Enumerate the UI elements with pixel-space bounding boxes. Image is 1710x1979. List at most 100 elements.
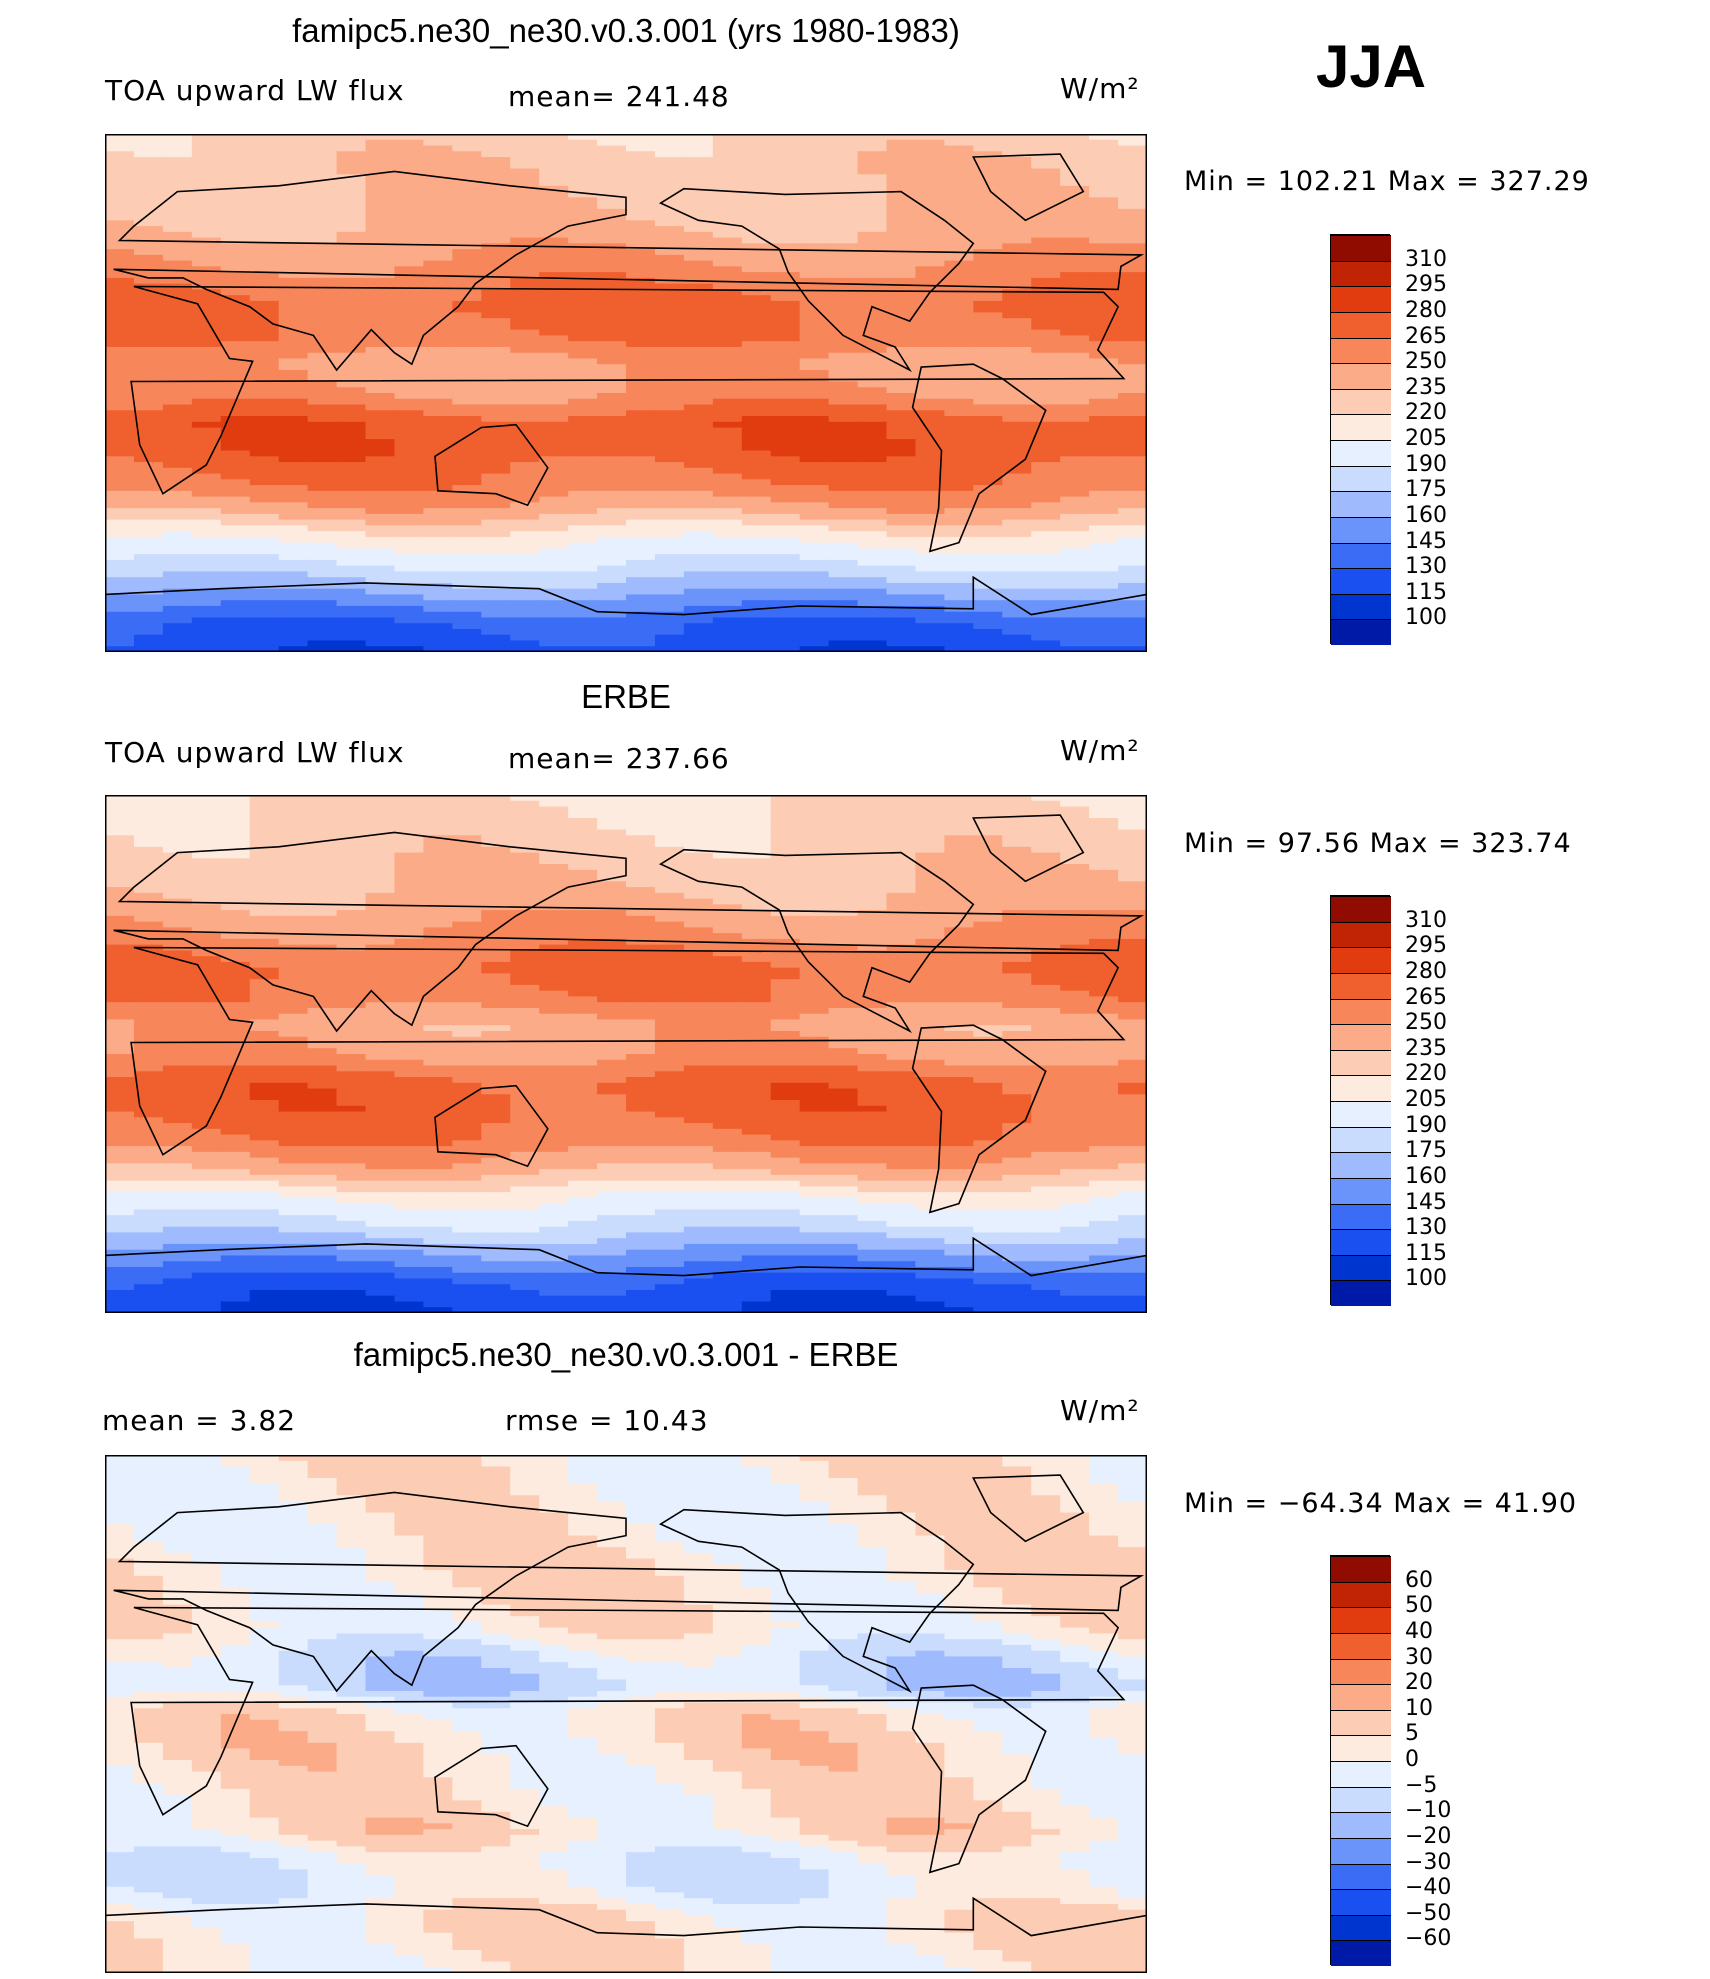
heatmap-cell — [539, 795, 569, 802]
heatmap-cell — [1089, 513, 1119, 521]
heatmap-cell — [307, 272, 338, 279]
heatmap-cell — [394, 881, 424, 888]
heatmap-cell — [683, 1002, 714, 1009]
heatmap-cell — [394, 266, 424, 273]
heatmap-cell — [654, 973, 685, 980]
heatmap-cell — [249, 231, 280, 239]
heatmap-cell — [510, 266, 540, 273]
heatmap-cell — [626, 525, 656, 532]
heatmap-cell — [307, 439, 338, 446]
heatmap-cell — [423, 548, 453, 555]
heatmap-cell — [394, 571, 424, 578]
heatmap-cell — [654, 892, 685, 900]
heatmap-cell — [597, 318, 627, 325]
heatmap-cell — [799, 829, 830, 836]
heatmap-cell — [1118, 260, 1147, 267]
heatmap-cell — [220, 473, 251, 480]
heatmap-cell — [162, 915, 193, 923]
heatmap-cell — [452, 996, 482, 1003]
heatmap-cell — [973, 594, 1003, 601]
heatmap-cell — [857, 892, 888, 900]
heatmap-cell — [1118, 1030, 1147, 1038]
heatmap-cell — [1002, 174, 1032, 181]
heatmap-cell — [828, 462, 859, 469]
heatmap-cell — [886, 220, 917, 227]
heatmap-cell — [1002, 875, 1032, 882]
heatmap-cell — [683, 479, 714, 486]
heatmap-cell — [278, 979, 309, 986]
heatmap-cell — [1031, 1007, 1061, 1015]
heatmap-cell — [915, 462, 945, 469]
heatmap-cell — [133, 806, 164, 813]
heatmap-cell — [915, 185, 945, 193]
heatmap-cell — [741, 1042, 772, 1049]
heatmap-cell — [423, 904, 453, 911]
heatmap-cell — [423, 531, 453, 538]
heatmap-cell — [770, 800, 801, 808]
heatmap-cell — [249, 208, 280, 216]
heatmap-cell — [828, 864, 859, 871]
colorbar-segment — [1331, 593, 1391, 620]
heatmap-cell — [336, 444, 367, 452]
heatmap-cell — [394, 1007, 424, 1015]
heatmap-cell — [162, 611, 193, 619]
heatmap-cell — [626, 565, 656, 573]
heatmap-cell — [683, 617, 714, 624]
heatmap-cell — [1089, 387, 1119, 394]
heatmap-cell — [278, 398, 309, 406]
heatmap-cell — [973, 502, 1003, 509]
heatmap-cell — [220, 404, 251, 411]
heatmap-cell — [770, 835, 801, 842]
heatmap-cell — [191, 444, 222, 452]
heatmap-cell — [133, 915, 164, 923]
heatmap-cell — [481, 869, 511, 877]
heatmap-cell — [365, 956, 396, 963]
heatmap-cell — [770, 640, 801, 647]
heatmap-cell — [539, 800, 569, 808]
heatmap-cell — [886, 473, 917, 480]
heatmap-cell — [539, 249, 569, 256]
heatmap-cell — [307, 364, 338, 371]
heatmap-cell — [973, 260, 1003, 267]
heatmap-cell — [133, 444, 164, 452]
heatmap-cell — [423, 588, 453, 596]
heatmap-cell — [828, 444, 859, 452]
heatmap-cell — [307, 485, 338, 492]
heatmap-cell — [105, 646, 135, 652]
heatmap-cell — [1031, 312, 1061, 319]
heatmap-cell — [278, 168, 309, 175]
heatmap-cell — [683, 398, 714, 406]
heatmap-cell — [770, 933, 801, 940]
heatmap-cell — [828, 174, 859, 181]
heatmap-cell — [770, 864, 801, 871]
heatmap-cell — [394, 605, 424, 613]
heatmap-cell — [394, 565, 424, 573]
heatmap-cell — [1060, 358, 1090, 365]
heatmap-cell — [1031, 427, 1061, 434]
heatmap-cell — [944, 427, 974, 434]
heatmap-cell — [915, 214, 945, 221]
heatmap-cell — [1031, 1030, 1061, 1038]
heatmap-cell — [133, 496, 164, 503]
heatmap-cell — [654, 352, 685, 360]
heatmap-cell — [133, 508, 164, 515]
heatmap-cell — [510, 1036, 540, 1044]
heatmap-cell — [1089, 427, 1119, 434]
heatmap-cell — [828, 858, 859, 865]
heatmap-cell — [626, 812, 656, 819]
heatmap-cell — [394, 956, 424, 963]
heatmap-cell — [394, 254, 424, 262]
heatmap-cell — [249, 548, 280, 555]
heatmap-cell — [162, 640, 193, 647]
heatmap-cell — [1089, 806, 1119, 813]
heatmap-cell — [220, 984, 251, 992]
heatmap-cell — [105, 393, 135, 400]
heatmap-cell — [683, 536, 714, 544]
heatmap-cell — [973, 410, 1003, 417]
heatmap-cell — [1002, 151, 1032, 158]
heatmap-cell — [915, 398, 945, 406]
heatmap-cell — [1118, 341, 1147, 348]
heatmap-cell — [365, 835, 396, 842]
heatmap-cell — [770, 984, 801, 992]
heatmap-cell — [133, 542, 164, 549]
